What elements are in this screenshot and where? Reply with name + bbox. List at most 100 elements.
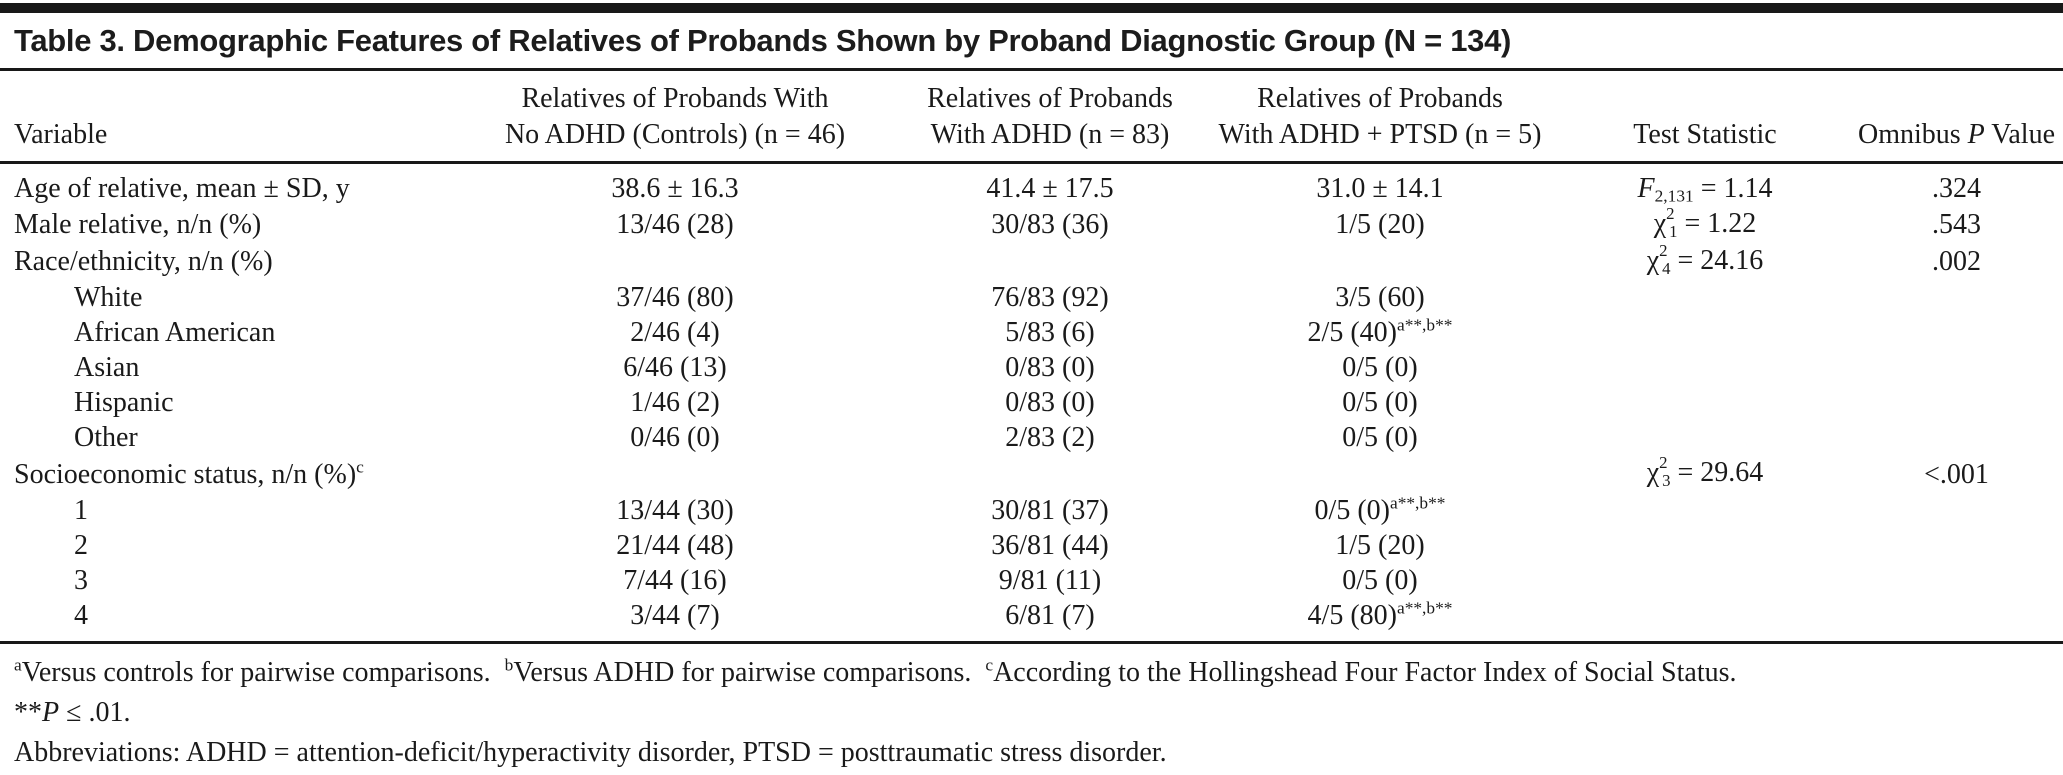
controls-value: 2/46 (4) [630,317,720,349]
adhd-ptsd-value: 1/5 (20) [1335,209,1425,241]
footnote-marker-a: a [14,655,22,675]
row-label: 3 [74,564,88,596]
table-row-age: Age of relative, mean ± SD, y 38.6 ± 16.… [0,163,2063,207]
p-value: <.001 [1924,458,1989,490]
p-value [1850,385,2063,420]
adhd-value: 5/83 (6) [1005,317,1095,349]
controls-value [450,455,900,492]
adhd-ptsd-value: 3/5 (60) [1335,282,1425,314]
row-label: White [74,282,143,314]
adhd-value: 0/83 (0) [1005,352,1095,384]
footnote-marker: a**,b** [1389,493,1446,513]
test-statistic-value [1560,385,1850,420]
controls-value [450,243,900,280]
adhd-value: 41.4 ± 17.5 [986,173,1114,204]
row-label: Age of relative, mean ± SD, y [14,173,350,204]
adhd-ptsd-value: 4/5 (80)a**,b** [1307,598,1453,631]
test-statistic-value [1560,563,1850,598]
footnote-abbreviations: Abbreviations: ADHD = attention-deficit/… [14,736,1167,768]
controls-value: 3/44 (7) [630,599,720,631]
footnote-marker: a**,b** [1396,598,1453,618]
header-row: Variable Relatives of Probands With No AD… [0,71,2063,164]
p-value [1850,528,2063,563]
row-label: 1 [74,494,88,526]
adhd-ptsd-value: 0/5 (0) [1342,387,1418,419]
p-value [1850,280,2063,315]
adhd-ptsd-value [1200,455,1560,492]
footnote-marker: a**,b** [1396,316,1453,336]
adhd-ptsd-value: 0/5 (0)a**,b** [1314,493,1446,526]
controls-value: 13/44 (30) [616,494,734,526]
p-value [1850,350,2063,385]
table-title: Table 3. Demographic Features of Relativ… [0,13,2063,71]
table-body: Age of relative, mean ± SD, y 38.6 ± 16.… [0,163,2063,641]
row-label: Other [74,422,138,454]
controls-value: 38.6 ± 16.3 [611,173,739,204]
p-value: .543 [1932,209,1981,241]
adhd-ptsd-value: 31.0 ± 14.1 [1316,173,1444,204]
adhd-ptsd-value [1200,243,1560,280]
adhd-value: 0/83 (0) [1005,387,1095,419]
col-header-omnibus-p: Omnibus P Value [1850,71,2063,164]
controls-value: 0/46 (0) [630,422,720,454]
adhd-value: 76/83 (92) [991,282,1109,314]
footnote-pairwise: aVersus controls for pairwise comparison… [14,655,1737,688]
table-row-male: Male relative, n/n (%) 13/46 (28) 30/83 … [0,203,2063,243]
p-value [1850,493,2063,528]
adhd-ptsd-value: 0/5 (0) [1342,422,1418,454]
adhd-value: 36/81 (44) [991,529,1109,561]
table-row-ses-1: 1 13/44 (30) 30/81 (37) 0/5 (0)a**,b** [0,493,2063,528]
table-row-asian: Asian 6/46 (13) 0/83 (0) 0/5 (0) [0,350,2063,385]
adhd-value: 30/83 (36) [991,209,1109,241]
p-value: .324 [1932,173,1981,204]
controls-value: 13/46 (28) [616,209,734,241]
test-statistic-value [1560,315,1850,350]
adhd-value: 6/81 (7) [1005,599,1095,631]
test-statistic-value [1560,350,1850,385]
test-statistic-value [1560,528,1850,563]
adhd-value [900,243,1200,280]
table-header: Variable Relatives of Probands With No AD… [0,71,2063,164]
p-value [1850,315,2063,350]
row-label: Race/ethnicity, n/n (%) [14,246,273,278]
table-row-african-american: African American 2/46 (4) 5/83 (6) 2/5 (… [0,315,2063,350]
col-header-variable: Variable [0,71,450,164]
controls-value: 21/44 (48) [616,529,734,561]
table-row-ses-2: 2 21/44 (48) 36/81 (44) 1/5 (20) [0,528,2063,563]
adhd-ptsd-value: 2/5 (40)a**,b** [1307,316,1453,349]
row-label: Asian [74,352,140,384]
controls-value: 6/46 (13) [623,352,727,384]
test-statistic-value: F2,131 = 1.14 [1637,173,1773,206]
table-footnotes: aVersus controls for pairwise comparison… [0,640,2063,775]
row-label: 2 [74,529,88,561]
col-header-controls: Relatives of Probands With No ADHD (Contr… [450,71,900,164]
test-statistic-value [1560,598,1850,641]
adhd-value: 9/81 (11) [998,564,1102,596]
adhd-ptsd-value: 0/5 (0) [1342,352,1418,384]
demographics-table: Variable Relatives of Probands With No AD… [0,71,2063,641]
col-header-adhd: Relatives of Probands With ADHD (n = 83) [900,71,1200,164]
table-row-white: White 37/46 (80) 76/83 (92) 3/5 (60) [0,280,2063,315]
test-statistic-value [1560,280,1850,315]
footnote-marker: c [356,457,364,477]
footnote-significance: **P ≤ .01. [14,696,131,728]
table-row-ses-4: 4 3/44 (7) 6/81 (7) 4/5 (80)a**,b** [0,598,2063,641]
p-value [1850,598,2063,641]
test-statistic-value [1560,493,1850,528]
adhd-ptsd-value: 1/5 (20) [1335,529,1425,561]
row-label: Male relative, n/n (%) [14,209,262,241]
row-label: 4 [74,599,88,631]
col-header-test-statistic: Test Statistic [1560,71,1850,164]
table-row-ses-3: 3 7/44 (16) 9/81 (11) 0/5 (0) [0,563,2063,598]
row-label: Hispanic [74,387,174,419]
adhd-value: 2/83 (2) [1005,422,1095,454]
footnote-marker-c: c [985,655,994,675]
test-statistic-value [1560,420,1850,455]
table-row-hispanic: Hispanic 1/46 (2) 0/83 (0) 0/5 (0) [0,385,2063,420]
